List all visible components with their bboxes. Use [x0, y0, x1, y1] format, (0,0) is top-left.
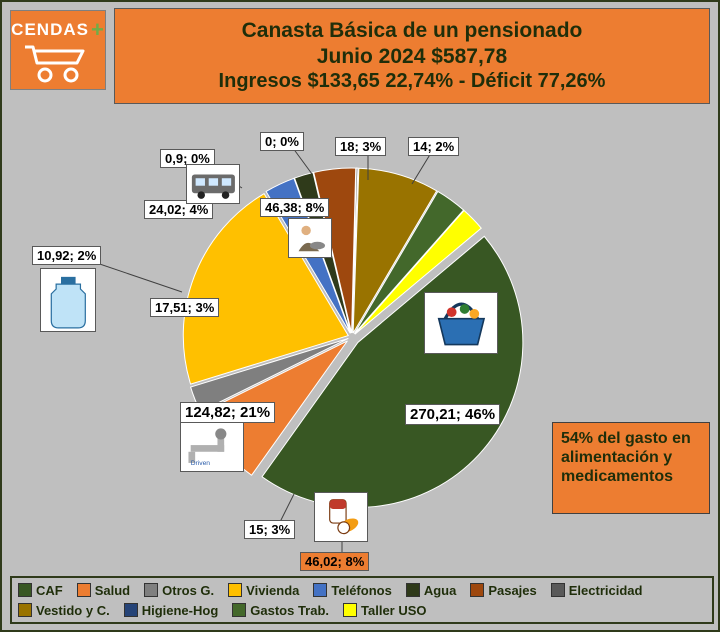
legend-label: Taller USO [361, 603, 427, 618]
legend-label: Electricidad [569, 583, 643, 598]
legend-item: Agua [406, 580, 457, 600]
legend-item: Teléfonos [313, 580, 391, 600]
legend-item: Vestido y C. [18, 600, 110, 620]
legend-swatch [232, 603, 246, 617]
legend-swatch [18, 603, 32, 617]
legend-swatch [313, 583, 327, 597]
slice-label: 17,51; 3% [150, 298, 219, 317]
legend-swatch [406, 583, 420, 597]
slice-label: 18; 3% [335, 137, 386, 156]
faucet-icon: Driven [180, 422, 244, 472]
legend-swatch [551, 583, 565, 597]
svg-text:Driven: Driven [191, 461, 211, 468]
slice-label: 15; 3% [244, 520, 295, 539]
legend-item: Salud [77, 580, 130, 600]
slice-label: 270,21; 46% [405, 404, 500, 425]
legend-swatch [124, 603, 138, 617]
legend-label: CAF [36, 583, 63, 598]
legend-item: Gastos Trab. [232, 600, 329, 620]
legend: CAF Salud Otros G. Vivienda Teléfonos Agua Pas… [10, 576, 714, 624]
legend-label: Salud [95, 583, 130, 598]
legend-swatch [18, 583, 32, 597]
medicine-icon [314, 492, 368, 542]
legend-item: Higiene-Hog [124, 600, 219, 620]
legend-label: Otros G. [162, 583, 214, 598]
legend-item: Vivienda [228, 580, 299, 600]
annotation-box: 54% del gasto en alimentación y medicame… [552, 422, 710, 514]
legend-item: Otros G. [144, 580, 214, 600]
legend-swatch [144, 583, 158, 597]
slice-label: 10,92; 2% [32, 246, 101, 265]
water-jug-icon [40, 268, 96, 332]
legend-swatch [470, 583, 484, 597]
legend-label: Vivienda [246, 583, 299, 598]
legend-item: Electricidad [551, 580, 643, 600]
legend-swatch [343, 603, 357, 617]
legend-label: Pasajes [488, 583, 536, 598]
slice-label: 46,38; 8% [260, 198, 329, 217]
legend-item: CAF [18, 580, 63, 600]
legend-label: Gastos Trab. [250, 603, 329, 618]
groceries-basket-icon [424, 292, 498, 354]
legend-label: Agua [424, 583, 457, 598]
legend-swatch [228, 583, 242, 597]
legend-swatch [77, 583, 91, 597]
cook-icon [288, 218, 332, 258]
legend-label: Higiene-Hog [142, 603, 219, 618]
slice-label: 14; 2% [408, 137, 459, 156]
legend-item: Pasajes [470, 580, 536, 600]
infographic-canvas: CENDAS + Canasta Básica de un pensionado… [0, 0, 720, 632]
slice-label: 46,02; 8% [300, 552, 369, 571]
slice-label: 0; 0% [260, 132, 304, 151]
legend-label: Teléfonos [331, 583, 391, 598]
legend-item: Taller USO [343, 600, 427, 620]
legend-label: Vestido y C. [36, 603, 110, 618]
slice-label: 124,82; 21% [180, 402, 275, 423]
bus-icon [186, 164, 240, 204]
